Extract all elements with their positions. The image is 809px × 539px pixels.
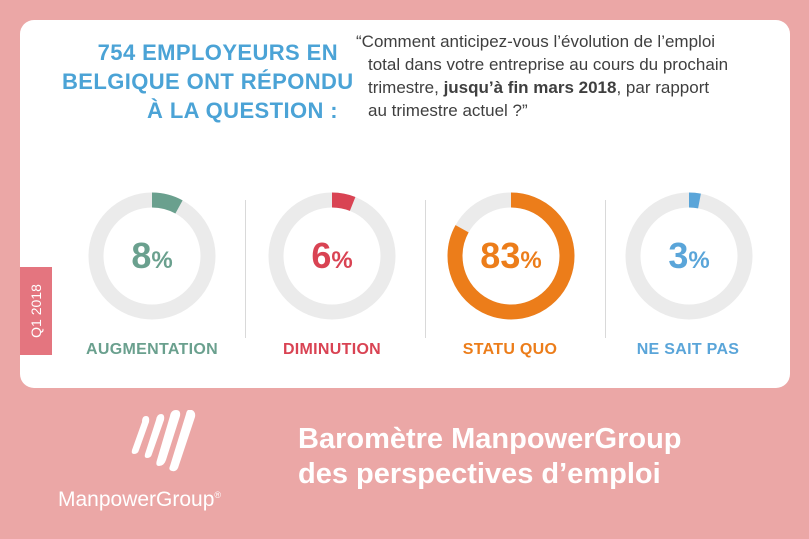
divider-3 bbox=[605, 200, 606, 338]
donut-segment-ne-sait-pas bbox=[625, 192, 753, 320]
category-ne-sait-pas: NE SAIT PAS bbox=[636, 341, 740, 358]
divider-1 bbox=[245, 200, 246, 338]
question-line-3-start: trimestre, bbox=[368, 78, 444, 97]
period-label: Q1 2018 bbox=[28, 284, 44, 338]
divider-2 bbox=[425, 200, 426, 338]
question-line-3-end: , par rapport bbox=[616, 78, 710, 97]
donut-segment-augmentation bbox=[88, 192, 216, 320]
value-label-statu-quo: 83% bbox=[480, 235, 542, 276]
logo-wordmark: ManpowerGroup® bbox=[58, 488, 222, 511]
title-line-1: Baromètre ManpowerGroup bbox=[298, 423, 682, 455]
category-statu-quo: STATU QUO bbox=[462, 341, 558, 358]
donut-segment-diminution bbox=[268, 192, 396, 320]
value-label-augmentation: 8% bbox=[131, 235, 173, 276]
category-augmentation: AUGMENTATION bbox=[86, 341, 218, 358]
manpowergroup-logo-icon bbox=[131, 410, 196, 472]
title-line-2: des perspectives d’emploi bbox=[298, 458, 661, 490]
headline-line-1: 754 EMPLOYEURS EN bbox=[97, 40, 338, 65]
period-tab: Q1 2018 bbox=[20, 267, 52, 355]
question-line-4: au trimestre actuel ?” bbox=[368, 101, 528, 120]
headline-line-2: BELGIQUE ONT RÉPONDU bbox=[62, 69, 354, 94]
category-diminution: DIMINUTION bbox=[282, 341, 382, 358]
survey-question: “Comment anticipez-vous l’évolution de l… bbox=[356, 30, 766, 122]
question-line-2: total dans votre entreprise au cours du … bbox=[368, 55, 729, 74]
headline-line-3: À LA QUESTION : bbox=[147, 98, 338, 123]
barometer-title: Baromètre ManpowerGroup des perspectives… bbox=[298, 422, 682, 492]
question-deadline-emphasis: jusqu’à fin mars 2018 bbox=[443, 78, 617, 97]
question-line-3: trimestre, jusqu’à fin mars 2018, par ra… bbox=[356, 76, 766, 99]
question-line-1: “Comment anticipez-vous l’évolution de l… bbox=[356, 32, 716, 51]
headline: 754 EMPLOYEURS EN BELGIQUE ONT RÉPONDU À… bbox=[62, 38, 354, 125]
value-label-diminution: 6% bbox=[311, 235, 353, 276]
value-label-ne-sait-pas: 3% bbox=[668, 235, 710, 276]
donut-segment-statu-quo bbox=[447, 192, 575, 320]
